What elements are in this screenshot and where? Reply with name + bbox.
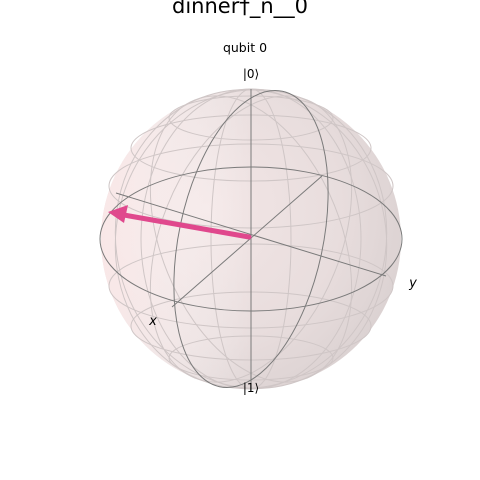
- sphere-wireframe: [99, 89, 403, 389]
- ket-zero-label: |0⟩: [243, 67, 259, 81]
- bloch-vector: [108, 205, 252, 240]
- page-title: dinner†_n__0: [171, 0, 308, 18]
- x-axis-label: x: [148, 314, 157, 329]
- y-axis-line: [115, 192, 387, 277]
- vector-arrowhead: [108, 205, 128, 223]
- y-axis-label: y: [408, 276, 417, 291]
- x-axis-line: [171, 175, 323, 308]
- vector-shaft: [121, 212, 252, 240]
- ket-one-label: |1⟩: [243, 381, 259, 395]
- subtitle: qubit 0: [223, 40, 267, 55]
